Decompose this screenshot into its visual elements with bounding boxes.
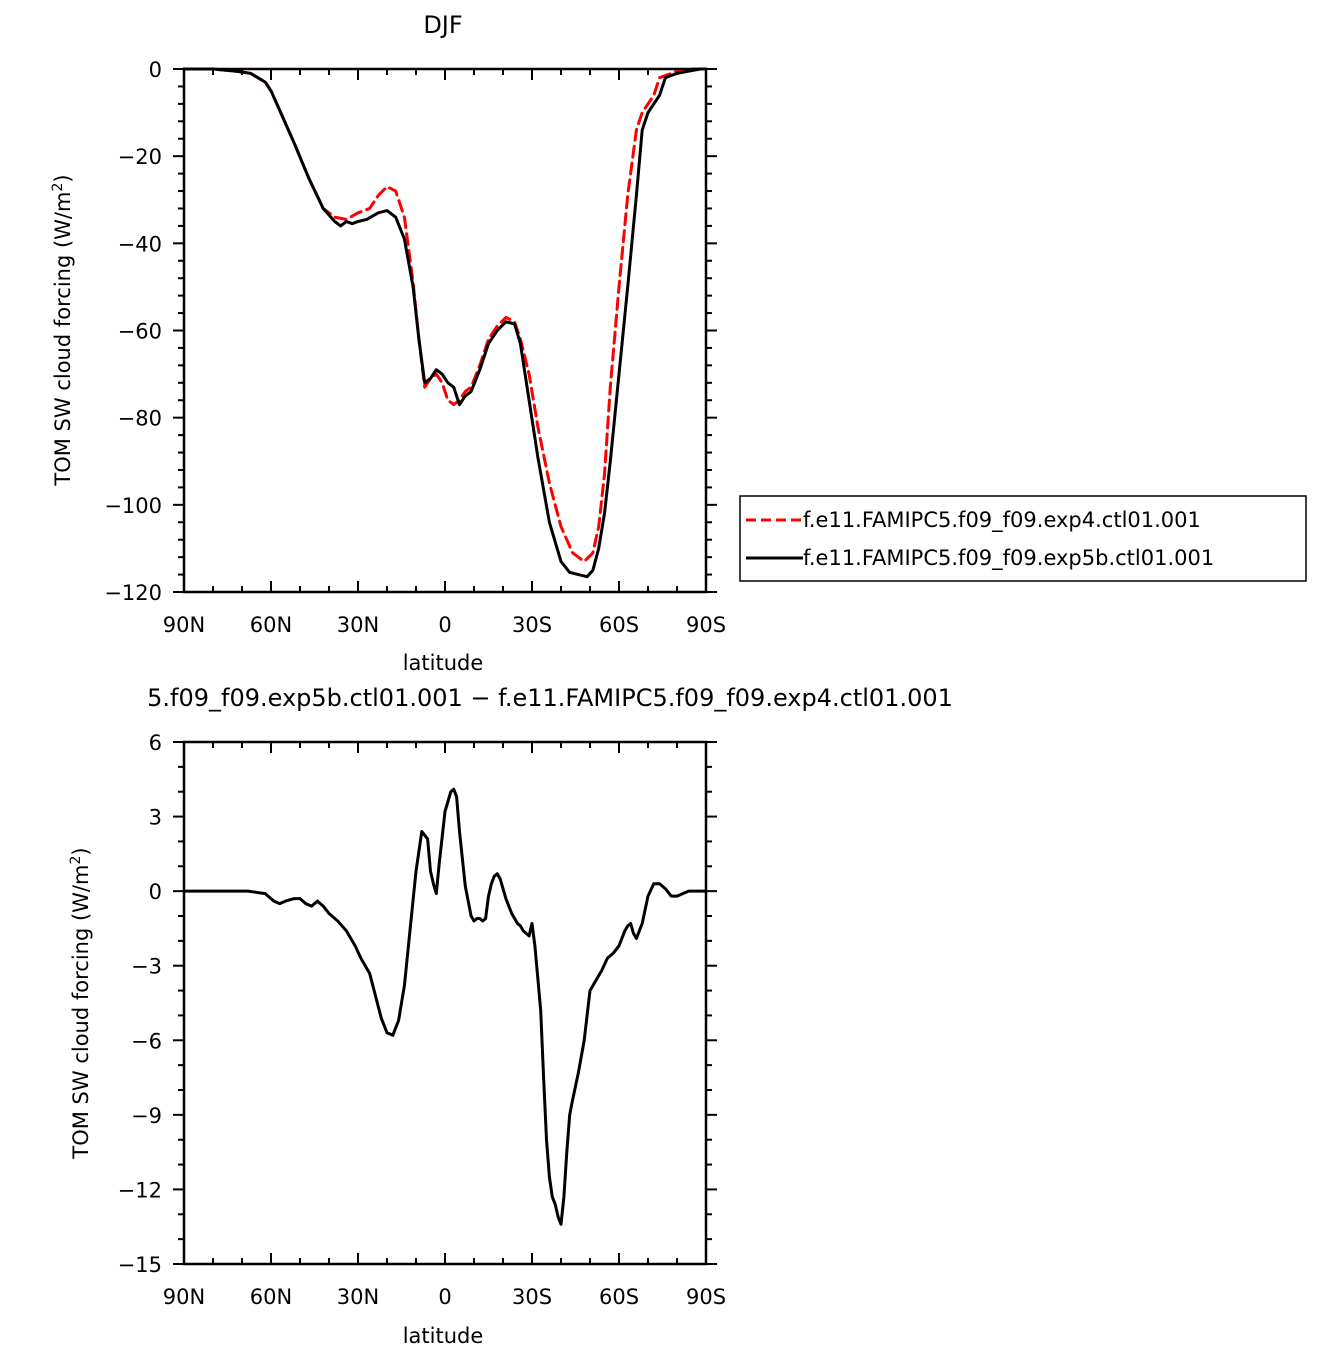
bottom-panel: 5.f09_f09.exp5b.ctl01.001 − f.e11.FAMIPC… (68, 684, 953, 1347)
bottom-panel-frame (182, 740, 708, 1266)
top-panel-frame (182, 67, 708, 594)
x-tick-label: 90S (686, 1285, 726, 1309)
y-tick-label: 0 (149, 880, 162, 904)
bottom-panel-axes: 90N 60N 30N 0 30S 60S 90S 6 3 0 −3 −6 −9 −12 −15 (118, 731, 726, 1309)
y-tick-label: −9 (131, 1104, 162, 1128)
x-tick-label: 90S (686, 613, 726, 637)
y-tick-label: −15 (118, 1253, 162, 1277)
x-tick-label: 90N (163, 613, 205, 637)
legend-box (739, 495, 1307, 582)
y-tick-label: −40 (118, 232, 162, 256)
top-panel-ylabel: TOM SW cloud forcing (W/m2) (50, 174, 75, 486)
y-tick-label: 0 (149, 58, 162, 82)
top-panel-series (182, 67, 708, 579)
y-tick-label: −120 (104, 581, 162, 605)
y-tick-label: −80 (118, 407, 162, 431)
legend-label-exp5b: f.e11.FAMIPC5.f09_f09.exp5b.ctl01.001 (803, 546, 1214, 571)
y-tick-label: −20 (118, 145, 162, 169)
x-tick-label: 60N (250, 1285, 292, 1309)
x-tick-label: 60S (599, 1285, 639, 1309)
top-panel-title: DJF (423, 11, 462, 39)
y-tick-label: 6 (149, 731, 162, 755)
top-panel-axes: 90N 60N 30N 0 30S 60S 90S 0 −20 −40 −60 −80 −100 −120 (104, 58, 726, 637)
y-tick-label: −3 (131, 955, 162, 979)
x-tick-label: 0 (438, 1285, 451, 1309)
y-tick-label: −100 (104, 494, 162, 518)
x-tick-label: 30N (337, 613, 379, 637)
x-tick-label: 60S (599, 613, 639, 637)
x-tick-label: 60N (250, 613, 292, 637)
top-panel: DJF 90N 60N 30N 0 30S 60S 90S 0 −20 −40 −60 −80 −100… (50, 11, 726, 675)
bottom-panel-ylabel: TOM SW cloud forcing (W/m2) (68, 847, 93, 1159)
x-tick-label: 30N (337, 1285, 379, 1309)
x-tick-label: 30S (512, 613, 552, 637)
legend: f.e11.FAMIPC5.f09_f09.exp4.ctl01.001 f.e… (739, 495, 1307, 582)
x-tick-label: 90N (163, 1285, 205, 1309)
y-tick-label: 3 (149, 806, 162, 830)
series-line-1-0 (182, 787, 708, 1226)
series-line-0-1 (182, 67, 708, 579)
bottom-panel-series (182, 787, 708, 1226)
bottom-panel-title: 5.f09_f09.exp5b.ctl01.001 − f.e11.FAMIPC… (147, 684, 953, 712)
x-tick-label: 30S (512, 1285, 552, 1309)
y-tick-label: −12 (118, 1178, 162, 1202)
y-tick-label: −60 (118, 320, 162, 344)
y-tick-label: −6 (131, 1029, 162, 1053)
top-panel-xlabel: latitude (403, 651, 484, 675)
legend-label-exp4: f.e11.FAMIPC5.f09_f09.exp4.ctl01.001 (803, 508, 1201, 533)
x-tick-label: 0 (438, 613, 451, 637)
series-line-0-0 (182, 67, 708, 563)
bottom-panel-xlabel: latitude (403, 1324, 484, 1347)
